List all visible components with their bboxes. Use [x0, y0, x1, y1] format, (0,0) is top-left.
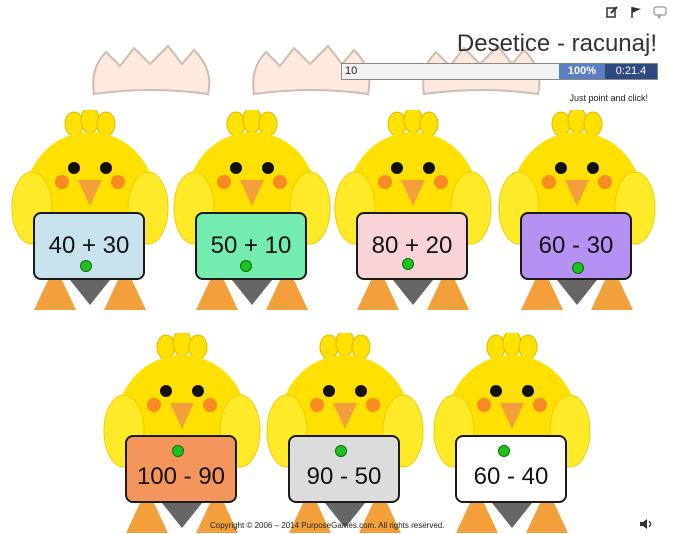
chick-card: 100 - 90: [102, 333, 262, 533]
chick-card: 80 + 20: [333, 110, 493, 310]
eggshell-image: [252, 44, 371, 96]
chick-image: [173, 110, 331, 310]
chick-image: [266, 333, 424, 533]
progress-percent: 100%: [559, 64, 605, 79]
answer-target-dot[interactable]: [80, 260, 92, 272]
equation-text: 60 - 30: [538, 232, 614, 259]
chick-image: [11, 110, 169, 310]
equation-text: 40 + 30: [48, 232, 130, 259]
equation-sign: 80 + 20: [356, 212, 468, 280]
chick-image: [103, 333, 261, 533]
answer-target-dot[interactable]: [240, 260, 252, 272]
chick-card: 40 + 30: [10, 110, 170, 310]
chick-image: [433, 333, 591, 533]
chick-image: [498, 110, 656, 310]
answer-target-dot[interactable]: [402, 258, 414, 270]
flag-icon[interactable]: [629, 5, 643, 19]
equation-text: 50 + 10: [210, 232, 292, 259]
chick-card: 50 + 10: [172, 110, 332, 310]
game-title: Desetice - racunaj!: [456, 30, 657, 57]
chick-image: [334, 110, 492, 310]
answer-target-dot[interactable]: [335, 445, 347, 457]
answer-target-dot[interactable]: [572, 262, 584, 274]
chick-card: 90 - 50: [265, 333, 425, 533]
answer-target-dot[interactable]: [172, 445, 184, 457]
edit-icon[interactable]: [605, 5, 619, 19]
hint-text: Just point and click!: [569, 93, 648, 103]
equation-text: 90 - 50: [306, 463, 382, 490]
equation-text: 80 + 20: [371, 232, 453, 259]
chick-card: 60 - 40: [432, 333, 592, 533]
speaker-icon[interactable]: [639, 518, 653, 530]
equation-text: 100 - 90: [136, 463, 226, 490]
eggshell-image: [92, 44, 211, 96]
answer-target-dot[interactable]: [498, 445, 510, 457]
current-answer: 10: [342, 64, 559, 79]
copyright-footer: Copyright © 2006 – 2014 PurposeGames.com…: [210, 521, 445, 530]
equation-text: 60 - 40: [473, 463, 549, 490]
toolbar: [605, 5, 667, 20]
progress-bar: 10 100% 0:21.4: [341, 63, 658, 80]
comment-icon[interactable]: [653, 5, 667, 20]
equation-sign: 60 - 40: [455, 435, 567, 503]
timer: 0:21.4: [605, 64, 657, 79]
chick-card: 60 - 30: [497, 110, 657, 310]
equation-sign: 50 + 10: [195, 212, 307, 280]
